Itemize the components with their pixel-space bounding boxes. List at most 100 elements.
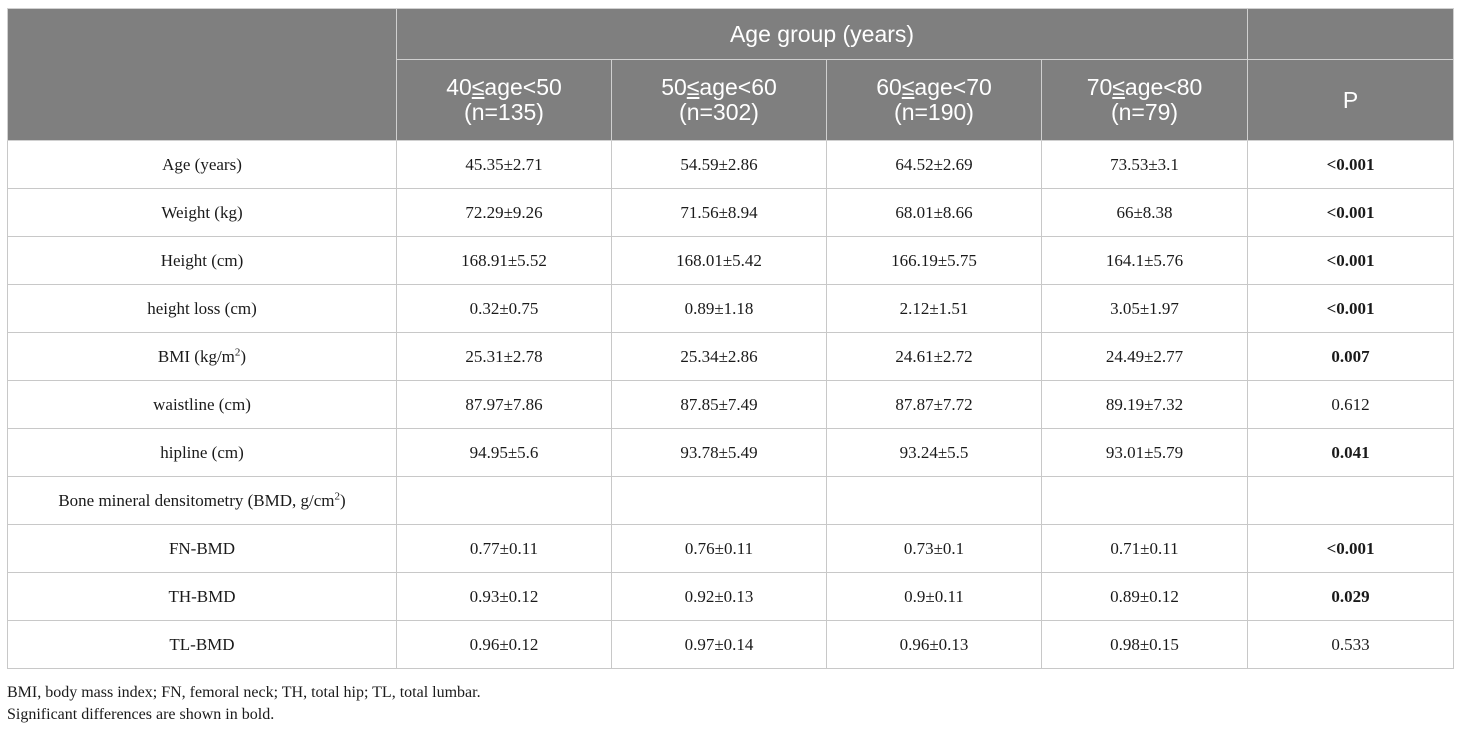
value-cell: 0.89±0.12 xyxy=(1040,572,1249,621)
range-lo: 60 xyxy=(876,74,902,100)
row-label: TL-BMD xyxy=(7,620,397,669)
row-label: height loss (cm) xyxy=(7,284,397,333)
value-cell: 168.01±5.42 xyxy=(611,236,827,285)
value-cell: 0.98±0.15 xyxy=(1040,620,1249,669)
column-header-2: 50≤age<60 (n=302) xyxy=(611,59,827,141)
value-cell: 0.71±0.11 xyxy=(1040,524,1249,573)
row-label-text: hipline (cm) xyxy=(160,442,244,462)
p-value-cell: <0.001 xyxy=(1247,236,1455,285)
value-cell: 89.19±7.32 xyxy=(1040,380,1249,429)
value-cell: 0.97±0.14 xyxy=(611,620,827,669)
range-hi: age<70 xyxy=(914,74,992,100)
column-header-1: 40≤age<50 (n=135) xyxy=(396,59,612,141)
row-label-text: Weight (kg) xyxy=(161,202,243,222)
table-row: TL-BMD 0.96±0.12 0.97±0.14 0.96±0.13 0.98±0.… xyxy=(7,620,1455,669)
header-row-columns: 40≤age<50 (n=135) 50≤age<60 (n=302) 60≤a… xyxy=(8,59,1455,141)
value-cell: 94.95±5.6 xyxy=(396,428,612,477)
value-cell xyxy=(1040,476,1249,525)
table-row: TH-BMD 0.93±0.12 0.92±0.13 0.9±0.11 0.89±0.1… xyxy=(7,572,1455,621)
le-sign: ≤ xyxy=(686,74,700,100)
value-cell: 2.12±1.51 xyxy=(826,284,1042,333)
row-label: Height (cm) xyxy=(7,236,397,285)
value-cell: 73.53±3.1 xyxy=(1040,140,1249,189)
value-cell: 168.91±5.52 xyxy=(396,236,612,285)
significance-note: Significant differences are shown in bol… xyxy=(7,706,275,723)
value-cell: 25.31±2.78 xyxy=(396,332,612,381)
column-header-3: 60≤age<70 (n=190) xyxy=(826,59,1042,141)
row-label-text: TL-BMD xyxy=(169,634,235,654)
row-label-superscript: 2 xyxy=(334,489,341,502)
table-row: hipline (cm) 94.95±5.6 93.78±5.49 93.24±5.5… xyxy=(7,428,1455,477)
table-row: FN-BMD 0.77±0.11 0.76±0.11 0.73±0.1 0.71±0.1… xyxy=(7,524,1455,573)
p-value-cell: 0.041 xyxy=(1247,428,1455,477)
row-label: FN-BMD xyxy=(7,524,397,573)
p-value-cell: <0.001 xyxy=(1247,188,1455,237)
value-cell: 87.85±7.49 xyxy=(611,380,827,429)
p-value-cell: <0.001 xyxy=(1247,524,1455,573)
age-group-table: Age group (years) 40≤age<50 (n=135) 50≤a… xyxy=(7,8,1455,669)
value-cell xyxy=(826,476,1042,525)
value-cell: 54.59±2.86 xyxy=(611,140,827,189)
row-label: Bone mineral densitometry (BMD, g/cm2) xyxy=(7,476,397,525)
table-row: Age (years) 45.35±2.71 54.59±2.86 64.52±2.6… xyxy=(7,140,1455,189)
value-cell: 68.01±8.66 xyxy=(826,188,1042,237)
value-cell: 0.96±0.12 xyxy=(396,620,612,669)
value-cell: 66±8.38 xyxy=(1040,188,1249,237)
p-value-cell: <0.001 xyxy=(1247,284,1455,333)
value-cell xyxy=(396,476,612,525)
row-label: BMI (kg/m2) xyxy=(7,332,397,381)
value-cell: 3.05±1.97 xyxy=(1040,284,1249,333)
n-count: (n=135) xyxy=(464,99,544,125)
header-corner-cell xyxy=(7,8,397,141)
value-cell: 0.96±0.13 xyxy=(826,620,1042,669)
header-spacer-cell xyxy=(1247,8,1455,60)
n-count: (n=79) xyxy=(1110,99,1179,125)
row-label-text: Bone mineral densitometry (BMD, g/cm xyxy=(58,490,335,510)
row-label: TH-BMD xyxy=(7,572,397,621)
p-value-cell: 0.007 xyxy=(1247,332,1455,381)
table-row: waistline (cm) 87.97±7.86 87.85±7.49 87.87±… xyxy=(7,380,1455,429)
value-cell: 0.73±0.1 xyxy=(826,524,1042,573)
value-cell: 164.1±5.76 xyxy=(1040,236,1249,285)
le-sign: ≤ xyxy=(901,74,915,100)
abbreviations-note: BMI, body mass index; FN, femoral neck; … xyxy=(7,684,481,701)
row-label-superscript: 2 xyxy=(234,345,241,358)
range-hi: age<80 xyxy=(1124,74,1203,100)
value-cell: 93.78±5.49 xyxy=(611,428,827,477)
value-cell: 24.61±2.72 xyxy=(826,332,1042,381)
value-cell: 166.19±5.75 xyxy=(826,236,1042,285)
p-value-cell: 0.029 xyxy=(1247,572,1455,621)
p-value-cell: 0.533 xyxy=(1247,620,1455,669)
p-value-cell xyxy=(1247,476,1455,525)
le-sign: ≤ xyxy=(1112,74,1125,100)
value-cell: 87.97±7.86 xyxy=(396,380,612,429)
row-label-text: waistline (cm) xyxy=(153,394,251,414)
row-label-text: TH-BMD xyxy=(168,586,236,606)
value-cell: 0.93±0.12 xyxy=(396,572,612,621)
value-cell: 64.52±2.69 xyxy=(826,140,1042,189)
row-label: hipline (cm) xyxy=(7,428,397,477)
header-row-group: Age group (years) xyxy=(7,8,1455,141)
row-label: waistline (cm) xyxy=(7,380,397,429)
n-count: (n=302) xyxy=(679,99,759,125)
value-cell: 87.87±7.72 xyxy=(826,380,1042,429)
value-cell: 72.29±9.26 xyxy=(396,188,612,237)
p-value-cell: <0.001 xyxy=(1247,140,1455,189)
value-cell: 93.24±5.5 xyxy=(826,428,1042,477)
value-cell: 93.01±5.79 xyxy=(1040,428,1249,477)
value-cell: 71.56±8.94 xyxy=(611,188,827,237)
value-cell: 0.89±1.18 xyxy=(611,284,827,333)
value-cell: 45.35±2.71 xyxy=(396,140,612,189)
range-hi: age<50 xyxy=(484,74,562,100)
table-row: Bone mineral densitometry (BMD, g/cm2) xyxy=(7,476,1455,525)
row-label-suffix: ) xyxy=(240,346,247,366)
p-value-header: P xyxy=(1247,59,1455,141)
age-group-header: Age group (years) xyxy=(395,8,1249,60)
range-hi: age<60 xyxy=(699,74,777,100)
row-label: Weight (kg) xyxy=(7,188,397,237)
row-label-suffix: ) xyxy=(340,490,346,510)
le-sign: ≤ xyxy=(471,74,485,100)
value-cell: 0.76±0.11 xyxy=(611,524,827,573)
row-label-text: Age (years) xyxy=(162,154,242,174)
value-cell: 25.34±2.86 xyxy=(611,332,827,381)
